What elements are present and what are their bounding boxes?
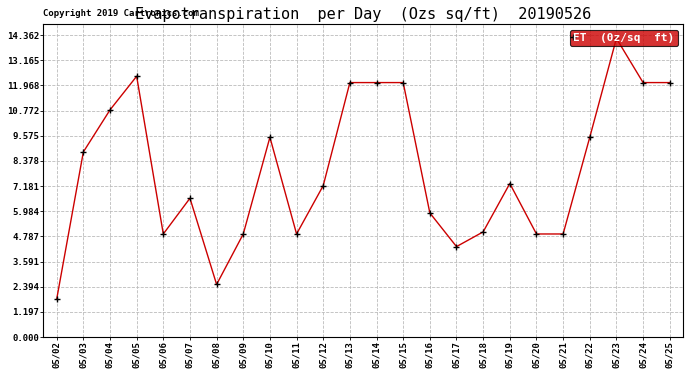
ET  (0z/sq  ft) — [506, 181, 514, 186]
Line: ET  (0z/sq  ft): ET (0z/sq ft) — [53, 35, 673, 303]
ET  (0z/sq  ft) — [293, 232, 301, 236]
ET  (0z/sq  ft) — [213, 282, 221, 287]
ET  (0z/sq  ft) — [666, 80, 674, 85]
ET  (0z/sq  ft) — [559, 232, 567, 236]
Text: Copyright 2019 Cartronics.com: Copyright 2019 Cartronics.com — [43, 9, 199, 18]
ET  (0z/sq  ft) — [586, 135, 594, 140]
ET  (0z/sq  ft) — [319, 183, 327, 188]
ET  (0z/sq  ft) — [639, 80, 647, 85]
ET  (0z/sq  ft) — [239, 232, 248, 236]
ET  (0z/sq  ft) — [106, 108, 114, 112]
ET  (0z/sq  ft) — [426, 211, 434, 215]
ET  (0z/sq  ft) — [612, 36, 620, 40]
ET  (0z/sq  ft) — [159, 232, 168, 236]
Title: Evapotranspiration  per Day  (Ozs sq/ft)  20190526: Evapotranspiration per Day (Ozs sq/ft) 2… — [135, 7, 591, 22]
ET  (0z/sq  ft) — [186, 196, 194, 201]
ET  (0z/sq  ft) — [79, 150, 88, 154]
ET  (0z/sq  ft) — [399, 80, 407, 85]
ET  (0z/sq  ft) — [346, 80, 354, 85]
Legend: ET  (0z/sq  ft): ET (0z/sq ft) — [571, 30, 678, 46]
ET  (0z/sq  ft) — [373, 80, 381, 85]
ET  (0z/sq  ft) — [266, 135, 274, 140]
ET  (0z/sq  ft) — [132, 74, 141, 78]
ET  (0z/sq  ft) — [479, 230, 487, 234]
ET  (0z/sq  ft) — [52, 297, 61, 302]
ET  (0z/sq  ft) — [453, 244, 461, 249]
ET  (0z/sq  ft) — [532, 232, 540, 236]
